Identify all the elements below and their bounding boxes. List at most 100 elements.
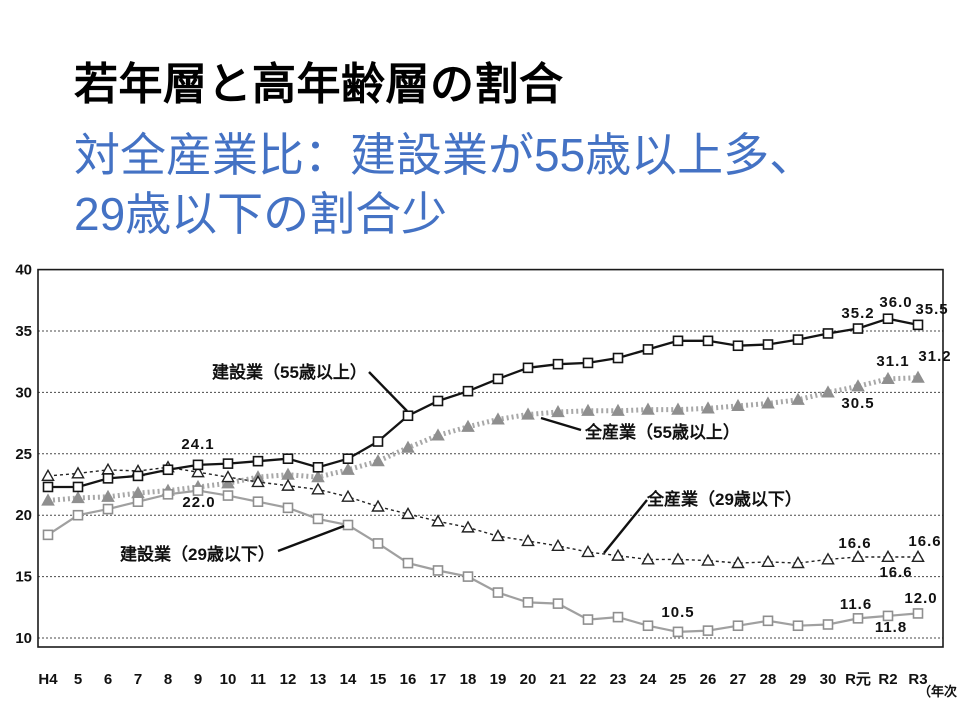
y-tick-label: 10: [15, 630, 32, 647]
x-tick-label: H4: [38, 671, 58, 688]
point-value-label: 16.6: [908, 533, 941, 550]
point-value-label: 35.2: [841, 305, 874, 322]
callout-leader-line-3: [603, 499, 648, 554]
marker-all-industries-55plus: [521, 407, 535, 420]
marker-construction-under29: [822, 619, 834, 630]
series-callout-label: 全産業（55歳以上）: [584, 422, 740, 442]
marker-all-industries-55plus: [821, 385, 835, 398]
x-tick-label: 25: [670, 671, 687, 688]
marker-construction-under29: [582, 614, 594, 625]
point-value-label: 30.5: [841, 395, 874, 412]
marker-all-industries-under29: [71, 466, 85, 479]
marker-construction-55plus: [282, 453, 294, 465]
x-tick-label: 21: [550, 671, 567, 688]
marker-construction-55plus: [462, 385, 474, 397]
point-value-label: 31.1: [876, 353, 909, 370]
marker-all-industries-under29: [551, 538, 565, 551]
y-tick-label: 40: [15, 262, 32, 279]
marker-all-industries-under29: [431, 514, 445, 527]
marker-all-industries-55plus: [101, 489, 115, 502]
marker-construction-under29: [882, 610, 894, 622]
marker-all-industries-55plus: [311, 470, 325, 483]
x-tick-label: 19: [490, 671, 507, 688]
marker-all-industries-55plus: [881, 371, 895, 384]
x-tick-label: 20: [520, 671, 537, 688]
point-value-label: 16.6: [838, 535, 871, 552]
marker-construction-under29: [762, 615, 774, 627]
marker-all-industries-under29: [701, 553, 715, 566]
marker-all-industries-under29: [911, 549, 925, 563]
marker-construction-under29: [312, 513, 324, 525]
marker-construction-55plus: [582, 357, 594, 369]
marker-all-industries-under29: [821, 552, 835, 565]
marker-all-industries-under29: [311, 482, 325, 495]
marker-construction-under29: [72, 509, 84, 521]
marker-construction-under29: [342, 519, 354, 531]
x-axis-unit-label: （年次: [918, 684, 957, 699]
marker-all-industries-under29: [881, 549, 895, 563]
marker-all-industries-55plus: [551, 405, 565, 418]
marker-all-industries-under29: [221, 470, 235, 483]
y-tick-label: 30: [15, 384, 32, 401]
marker-construction-under29: [402, 557, 414, 569]
x-tick-label: 30: [820, 671, 837, 688]
marker-all-industries-55plus: [791, 392, 805, 405]
marker-all-industries-55plus: [611, 403, 625, 416]
marker-construction-55plus: [42, 481, 54, 493]
marker-construction-55plus: [522, 362, 534, 374]
marker-all-industries-under29: [401, 506, 415, 520]
x-tick-label: 9: [194, 671, 202, 688]
point-value-label: 16.6: [879, 564, 912, 581]
x-tick-label: 18: [460, 671, 477, 688]
point-value-label: 31.2: [918, 348, 951, 365]
marker-construction-55plus: [792, 334, 804, 345]
marker-all-industries-55plus: [581, 403, 595, 416]
series-line-all-industries-under29: [47, 466, 918, 564]
x-tick-label: 22: [580, 671, 597, 688]
point-value-label: 11.6: [840, 596, 872, 613]
marker-all-industries-55plus: [341, 462, 355, 475]
marker-construction-under29: [672, 626, 684, 638]
marker-construction-55plus: [162, 464, 174, 476]
marker-all-industries-under29: [731, 556, 745, 569]
marker-construction-55plus: [342, 453, 354, 465]
marker-all-industries-under29: [671, 552, 685, 565]
subtitle-line-1: 対全産業比：建設業が55歳以上多、: [74, 129, 816, 181]
marker-all-industries-55plus: [701, 401, 715, 414]
series-callout-label: 全産業（29歳以下）: [646, 489, 802, 509]
marker-construction-under29: [912, 608, 924, 619]
point-value-label: 22.0: [182, 494, 215, 511]
y-tick-label: 25: [15, 446, 32, 463]
x-tick-label: 11: [250, 671, 266, 688]
marker-construction-55plus: [222, 458, 234, 469]
marker-all-industries-55plus: [911, 370, 925, 383]
marker-all-industries-under29: [611, 548, 625, 561]
marker-all-industries-under29: [851, 549, 865, 563]
x-tick-label: 10: [220, 671, 237, 688]
marker-all-industries-under29: [491, 529, 505, 542]
y-tick-label: 15: [15, 569, 32, 586]
x-tick-label: 24: [640, 671, 657, 688]
marker-construction-under29: [642, 620, 654, 632]
marker-all-industries-55plus: [641, 402, 655, 415]
marker-all-industries-under29: [521, 533, 535, 547]
x-tick-label: 6: [104, 671, 112, 688]
marker-construction-under29: [42, 529, 54, 541]
x-tick-label: R2: [878, 671, 897, 688]
marker-construction-55plus: [132, 470, 144, 482]
marker-all-industries-under29: [41, 468, 55, 482]
marker-construction-55plus: [402, 410, 414, 422]
x-tick-label: 27: [730, 671, 747, 688]
x-tick-label: R3: [908, 671, 927, 688]
marker-construction-55plus: [852, 323, 864, 334]
marker-construction-55plus: [762, 339, 774, 350]
callout-leader-line-1: [277, 524, 345, 553]
marker-construction-55plus: [882, 313, 894, 325]
marker-construction-under29: [612, 611, 624, 623]
x-tick-label: 14: [340, 671, 357, 688]
x-tick-label: 7: [134, 671, 142, 688]
marker-all-industries-55plus: [401, 440, 415, 453]
marker-construction-under29: [282, 502, 294, 514]
x-tick-label: 15: [370, 671, 387, 688]
marker-construction-55plus: [252, 455, 264, 467]
